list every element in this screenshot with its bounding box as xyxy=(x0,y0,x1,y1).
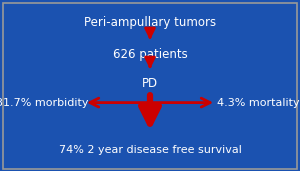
Text: 74% 2 year disease free survival: 74% 2 year disease free survival xyxy=(58,146,242,155)
Text: PD: PD xyxy=(142,77,158,90)
Text: 31.7% morbidity: 31.7% morbidity xyxy=(0,98,88,108)
Text: 4.3% mortality: 4.3% mortality xyxy=(217,98,299,108)
Text: 626 patients: 626 patients xyxy=(112,48,188,61)
Text: Peri-ampullary tumors: Peri-ampullary tumors xyxy=(84,16,216,29)
